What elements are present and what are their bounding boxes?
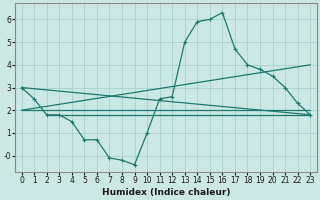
X-axis label: Humidex (Indice chaleur): Humidex (Indice chaleur) [102, 188, 230, 197]
